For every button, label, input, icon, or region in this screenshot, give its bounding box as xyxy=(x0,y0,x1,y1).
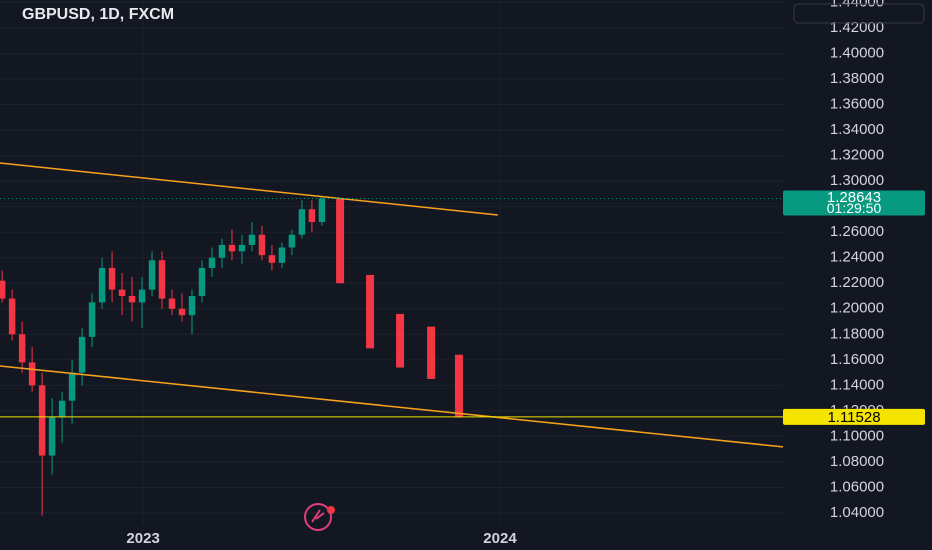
candle-body xyxy=(268,255,276,263)
candle-body xyxy=(68,372,76,401)
candle-body xyxy=(308,209,316,222)
trend-line xyxy=(0,162,498,216)
chart-title: GBPUSD, 1D, FXCM xyxy=(22,6,174,23)
countdown-label: 01:29:50 xyxy=(827,200,882,216)
price-badge xyxy=(783,190,925,216)
y-tick-label: 1.36000 xyxy=(830,96,884,113)
candle-body xyxy=(188,296,196,316)
x-tick-label: 2024 xyxy=(483,530,517,547)
y-tick-label: 1.32000 xyxy=(830,147,884,164)
candle-body xyxy=(128,296,136,303)
candle-body xyxy=(158,260,166,299)
candle-body xyxy=(28,362,36,386)
axis: 1.040001.060001.080001.100001.120001.140… xyxy=(126,0,925,547)
y-tick-label: 1.10000 xyxy=(830,427,884,444)
projection-bar xyxy=(336,198,345,284)
candle-body xyxy=(278,247,286,263)
trend-line xyxy=(0,365,784,448)
candle-body xyxy=(208,257,216,268)
y-tick-label: 1.26000 xyxy=(830,223,884,240)
candle-body xyxy=(138,289,146,303)
plot xyxy=(0,162,784,516)
candle-body xyxy=(38,385,46,456)
candle-body xyxy=(248,234,256,245)
y-tick-label: 1.34000 xyxy=(830,121,884,138)
y-tick-label: 1.14000 xyxy=(830,376,884,393)
y-tick-label: 1.38000 xyxy=(830,70,884,87)
candle-body xyxy=(0,280,6,299)
y-tick-label: 1.06000 xyxy=(830,478,884,495)
candle-body xyxy=(78,336,86,373)
candle-body xyxy=(8,298,16,335)
y-tick-label: 1.24000 xyxy=(830,249,884,266)
candle-body xyxy=(218,244,226,258)
y-tick-label: 1.16000 xyxy=(830,351,884,368)
y-tick-label: 1.20000 xyxy=(830,300,884,317)
projection-bar xyxy=(427,326,436,379)
y-tick-label: 1.44000 xyxy=(830,0,884,10)
level-label: 1.11528 xyxy=(827,409,880,426)
toolbar-button[interactable] xyxy=(793,3,925,24)
y-tick-label: 1.30000 xyxy=(830,172,884,189)
candle-body xyxy=(48,417,56,456)
candle-body xyxy=(258,234,266,256)
projection-bar xyxy=(366,274,375,349)
projection-bar xyxy=(396,313,405,368)
candle-body xyxy=(288,234,296,248)
candle-body xyxy=(118,289,126,297)
candle-body xyxy=(18,334,26,363)
candle-body xyxy=(178,308,186,316)
candle-body xyxy=(168,298,176,309)
y-tick-label: 1.40000 xyxy=(830,44,884,61)
level-badge xyxy=(783,408,925,425)
candle-body xyxy=(318,198,326,222)
candle-body xyxy=(58,400,66,418)
candle-body xyxy=(108,267,116,290)
y-tick-label: 1.08000 xyxy=(830,453,884,470)
candle-body xyxy=(298,209,306,235)
y-tick-label: 1.18000 xyxy=(830,325,884,342)
candle-body xyxy=(148,260,156,290)
candle-body xyxy=(88,302,96,337)
candle-body xyxy=(238,244,246,252)
y-tick-label: 1.22000 xyxy=(830,274,884,291)
candle-body xyxy=(228,244,236,252)
y-tick-label: 1.42000 xyxy=(830,19,884,36)
x-tick-label: 2023 xyxy=(126,530,159,547)
candle-body xyxy=(198,267,206,297)
projection-bar xyxy=(454,354,463,418)
grid xyxy=(0,0,783,525)
price-label: 1.28643 xyxy=(827,189,881,206)
logo xyxy=(304,503,335,531)
candle-body xyxy=(98,267,106,303)
y-tick-label: 1.04000 xyxy=(830,504,884,521)
